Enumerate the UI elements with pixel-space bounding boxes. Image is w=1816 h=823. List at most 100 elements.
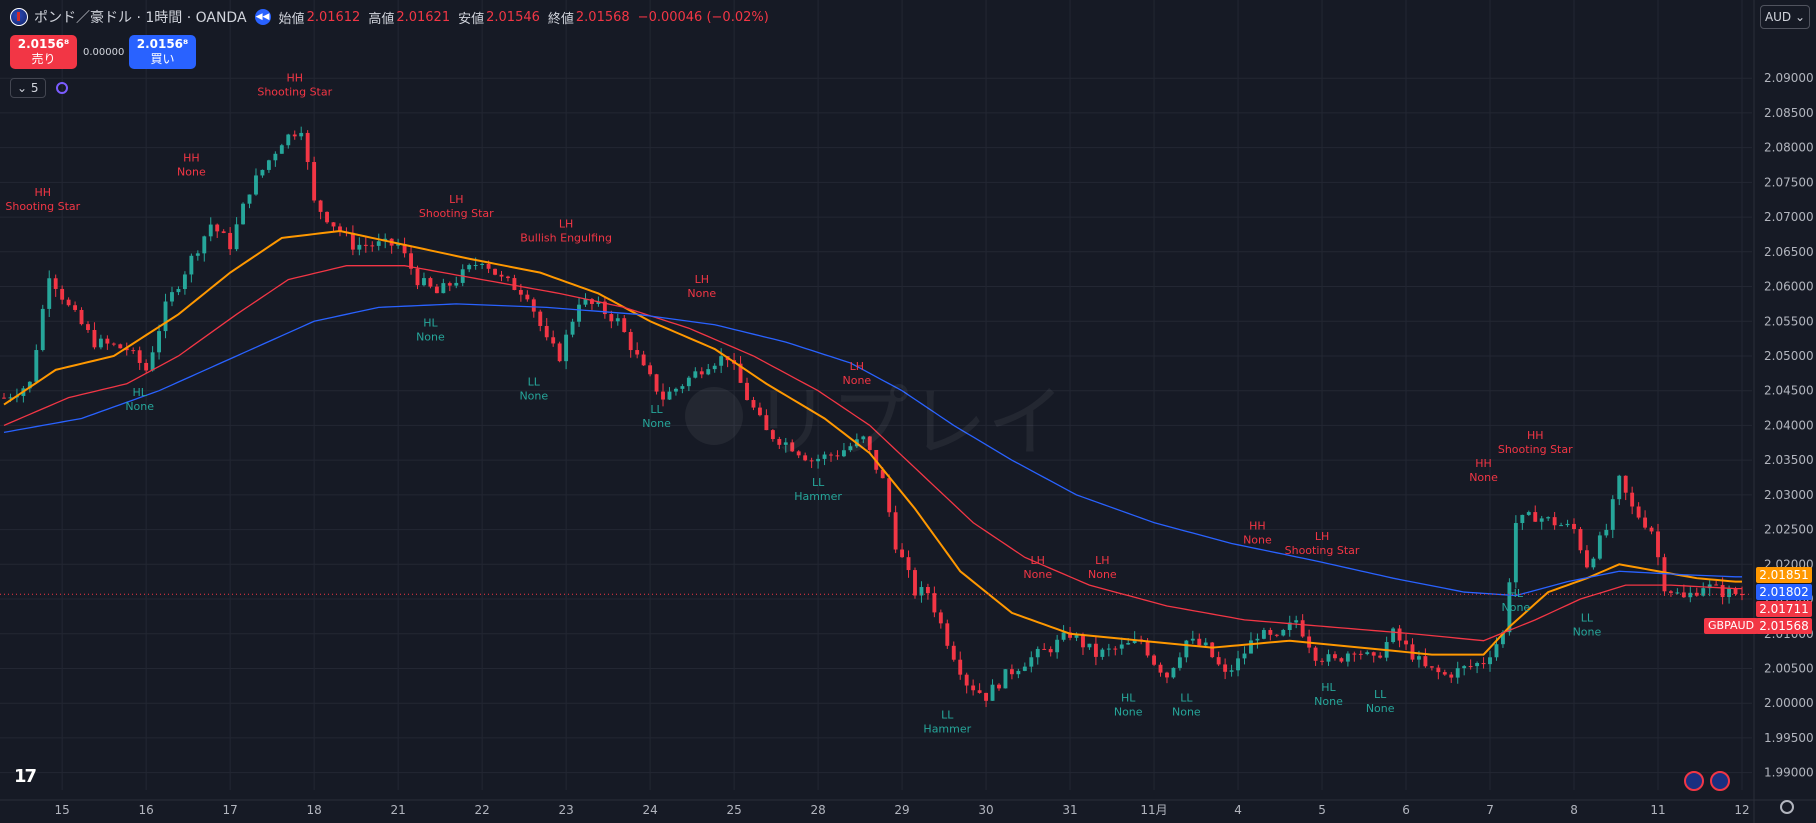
- australia-flag-icon[interactable]: [1684, 771, 1704, 791]
- y-tick-label: 2.02500: [1764, 523, 1814, 537]
- candle-body: [706, 369, 711, 375]
- indicator-count: 5: [30, 81, 39, 95]
- candle-body: [1417, 656, 1421, 660]
- candle-body: [1513, 523, 1518, 583]
- candle-body: [590, 299, 594, 304]
- candle-body: [1255, 638, 1260, 641]
- candle-body: [997, 684, 1001, 689]
- candle-body: [1184, 640, 1189, 658]
- candle-body: [1022, 666, 1027, 671]
- candle-body: [699, 371, 704, 375]
- candle-body: [1333, 654, 1337, 659]
- candle-body: [1320, 660, 1324, 662]
- candle-body: [1610, 499, 1615, 530]
- candle-body: [1132, 639, 1137, 643]
- candle-body: [816, 458, 821, 462]
- candle-body: [764, 415, 769, 431]
- symbol-title[interactable]: ポンド／豪ドル · 1時間 · OANDA: [34, 10, 247, 26]
- x-tick-label: 21: [390, 803, 405, 817]
- candle-body: [1358, 653, 1363, 655]
- candle-body: [1261, 630, 1266, 639]
- candle-body: [822, 454, 827, 459]
- buy-button[interactable]: 2.0156⁸ 買い: [129, 35, 196, 69]
- candle-body: [848, 446, 853, 451]
- pattern-label: None: [1172, 705, 1201, 718]
- candle-body: [493, 268, 497, 275]
- candle-body: [1572, 523, 1576, 530]
- gear-icon[interactable]: [1780, 800, 1794, 814]
- candle-body: [137, 350, 142, 363]
- currency-selector[interactable]: AUD ⌄: [1760, 5, 1810, 29]
- moving-average-line: [3, 229, 1742, 656]
- y-tick-label: 2.00500: [1764, 661, 1814, 675]
- x-tick-label: 8: [1570, 803, 1578, 817]
- candle-body: [648, 365, 653, 375]
- candle-body: [809, 460, 814, 462]
- candle-body: [1249, 640, 1253, 654]
- y-tick-label: 2.08500: [1764, 106, 1814, 120]
- pattern-label: Shooting Star: [1285, 544, 1360, 557]
- candle-body: [615, 318, 620, 322]
- candle-body: [266, 160, 271, 170]
- high-value: 2.01621: [396, 9, 451, 25]
- candle-body: [1468, 666, 1473, 668]
- candle-body: [925, 587, 930, 594]
- spread-value: 0.00000: [83, 46, 125, 58]
- candle-body: [1507, 582, 1512, 633]
- pattern-label: None: [1366, 702, 1395, 715]
- candle-body: [92, 329, 97, 348]
- replay-icon[interactable]: ◀◀: [254, 9, 271, 25]
- buy-price: 2.0156⁸: [136, 37, 189, 51]
- x-tick-label: 12: [1734, 803, 1749, 817]
- candle-body: [221, 231, 226, 233]
- uk-flag-icon[interactable]: [1710, 771, 1730, 791]
- candle-body: [2, 397, 6, 399]
- candle-body: [34, 350, 39, 382]
- swing-label: HL: [1509, 587, 1524, 600]
- swing-label: LL: [650, 403, 663, 416]
- indicator-toggle-button[interactable]: ⌄ 5: [10, 78, 46, 98]
- candle-body: [66, 299, 71, 306]
- candle-body: [1345, 653, 1350, 662]
- pattern-label: None: [416, 330, 445, 343]
- replay-watermark: リプレイ: [685, 360, 1065, 472]
- candle-body: [1649, 527, 1654, 532]
- candle-body: [990, 684, 995, 701]
- candle-body: [1100, 649, 1105, 657]
- candle-body: [1294, 620, 1299, 623]
- candle-body: [906, 557, 911, 571]
- candle-body: [1171, 667, 1176, 678]
- swing-label: LH: [1315, 530, 1329, 543]
- candle-body: [454, 282, 459, 286]
- chevron-down-icon: ⌄: [17, 81, 31, 95]
- y-tick-label: 2.07000: [1764, 210, 1814, 224]
- candle-body: [913, 570, 917, 596]
- candle-body: [1455, 668, 1460, 678]
- swing-label: LL: [1581, 611, 1594, 624]
- x-tick-label: 6: [1402, 803, 1410, 817]
- candle-body: [1326, 654, 1331, 662]
- chevron-down-icon: ⌄: [1791, 10, 1806, 24]
- sell-button[interactable]: 2.0156⁸ 売り: [10, 35, 77, 69]
- candle-body: [286, 134, 291, 146]
- candle-body: [1287, 622, 1292, 631]
- candle-body: [1404, 640, 1408, 645]
- candle-body: [1365, 652, 1370, 655]
- candle-body: [312, 162, 317, 201]
- y-tick-label: 1.99000: [1764, 766, 1814, 780]
- candle-body: [363, 244, 368, 246]
- candle-body: [499, 274, 504, 277]
- candle-body: [176, 289, 181, 293]
- gbp-aud-flag-icon: [10, 8, 28, 26]
- candle-body: [299, 132, 304, 137]
- candle-body: [1740, 593, 1744, 596]
